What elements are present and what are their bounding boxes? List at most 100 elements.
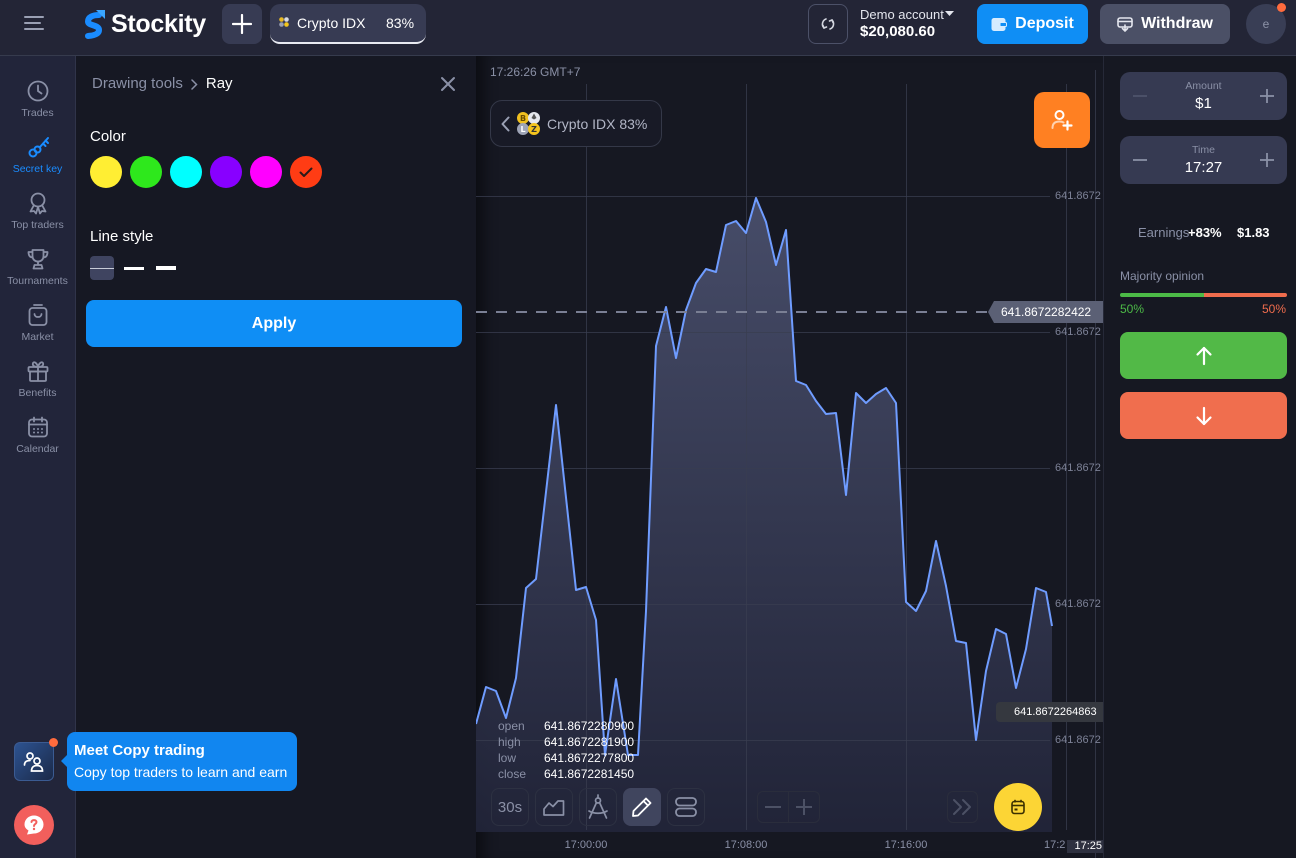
crypto-coins-icon: [279, 17, 289, 27]
crypto-coins-icon: BL Z: [517, 112, 540, 135]
amount-label: Amount: [1185, 80, 1222, 92]
double-chevron-right-icon: [952, 799, 971, 815]
deposit-button[interactable]: Deposit: [977, 4, 1088, 44]
time-value[interactable]: 17:27: [1184, 159, 1223, 176]
menu-button[interactable]: [24, 15, 44, 31]
chart-canvas[interactable]: [476, 56, 1103, 858]
copy-trading-tooltip[interactable]: Meet Copy trading Copy top traders to le…: [61, 732, 297, 791]
arrow-down-icon: [1195, 406, 1212, 425]
sidebar-item-label: Tournaments: [7, 275, 68, 287]
asset-name: Crypto IDX: [297, 15, 366, 31]
checkmark-icon: [299, 167, 313, 177]
sidebar-item-secret-key[interactable]: Secret key: [0, 135, 75, 185]
layout-button[interactable]: [667, 788, 705, 826]
award-icon: [29, 192, 46, 215]
price-line: [476, 197, 1053, 756]
avatar-initial: e: [1262, 17, 1270, 31]
apply-button[interactable]: Apply: [86, 300, 462, 347]
svg-text:Z: Z: [531, 125, 537, 134]
color-swatch-green[interactable]: [130, 156, 162, 188]
tooltip-title: Meet Copy trading: [74, 742, 205, 759]
color-swatch-red-selected[interactable]: [290, 156, 322, 188]
breadcrumb-drawing-tools[interactable]: Drawing tools: [92, 75, 183, 92]
earnings-label: Earnings: [1138, 225, 1190, 240]
ohlc-high-label: high: [498, 735, 521, 749]
color-swatch-magenta[interactable]: [250, 156, 282, 188]
buy-up-button[interactable]: [1120, 332, 1287, 379]
user-plus-icon: [1051, 110, 1073, 131]
add-asset-button[interactable]: [222, 4, 262, 44]
asset-payout: 83%: [386, 15, 415, 31]
zoom-out-button[interactable]: [758, 792, 789, 822]
time-decrease-button[interactable]: [1132, 150, 1148, 170]
copy-trading-button[interactable]: [14, 742, 54, 781]
majority-down-segment: [1203, 293, 1287, 297]
line-style-thick[interactable]: [156, 266, 176, 270]
price-tick: 641.8672: [1055, 734, 1101, 746]
sidebar-item-top-traders[interactable]: Top traders: [0, 191, 75, 241]
time-increase-button[interactable]: [1259, 150, 1275, 170]
close-panel-button[interactable]: [439, 75, 457, 93]
color-swatch-purple[interactable]: [210, 156, 242, 188]
plus-icon: [1260, 89, 1274, 103]
compass-icon: [588, 794, 608, 819]
trophy-icon: [27, 249, 48, 270]
majority-down-percent: 50%: [1261, 302, 1286, 316]
plus-icon: [1260, 153, 1274, 167]
chevron-left-icon: [501, 116, 510, 131]
zoom-in-button[interactable]: [789, 792, 819, 822]
drawing-tools-button[interactable]: [623, 788, 661, 826]
sidebar-item-label: Benefits: [18, 387, 57, 399]
invite-friend-button[interactable]: [1034, 92, 1090, 148]
sidebar-item-benefits[interactable]: Benefits: [0, 359, 75, 409]
sidebar-item-calendar[interactable]: Calendar: [0, 415, 75, 465]
brand-logo[interactable]: Stockity: [84, 8, 206, 40]
color-swatch-yellow[interactable]: [90, 156, 122, 188]
time-tick: 17:08:00: [724, 839, 768, 851]
sidebar-item-label: Market: [21, 331, 54, 343]
ray-price-tag[interactable]: 641.8672282422: [988, 301, 1103, 323]
indicators-button[interactable]: [579, 788, 617, 826]
svg-text:L: L: [520, 125, 525, 134]
caret-down-icon: [945, 11, 954, 16]
sidebar-item-label: Top traders: [11, 219, 64, 231]
majority-opinion-bar: [1120, 293, 1287, 297]
asset-tab-crypto-idx[interactable]: Crypto IDX 83%: [270, 4, 426, 44]
account-selector[interactable]: Demo account $20,080.60: [860, 6, 970, 42]
economic-calendar-button[interactable]: [994, 783, 1042, 831]
line-style-medium[interactable]: [124, 266, 144, 270]
color-swatch-cyan[interactable]: [170, 156, 202, 188]
sell-down-button[interactable]: [1120, 392, 1287, 439]
timeframe-button[interactable]: 30s: [491, 788, 529, 826]
brand-name: Stockity: [111, 10, 206, 38]
color-label: Color: [90, 128, 126, 145]
current-time-tag: 17:25: [1067, 840, 1103, 853]
amount-value[interactable]: $1: [1195, 95, 1212, 112]
price-tick: 641.8672: [1055, 598, 1101, 610]
earnings-value: $1.83: [1237, 225, 1270, 240]
server-clock: 17:26:26 GMT+7: [490, 65, 581, 79]
grid-lines: [476, 70, 1096, 858]
chart-type-button[interactable]: [535, 788, 573, 826]
amount-stepper[interactable]: Amount $1: [1120, 72, 1287, 120]
withdraw-icon: [1117, 16, 1133, 32]
chart-area-fill: [476, 198, 1052, 832]
amount-decrease-button[interactable]: [1132, 86, 1148, 106]
scroll-to-latest-button[interactable]: [947, 791, 978, 823]
amount-increase-button[interactable]: [1259, 86, 1275, 106]
withdraw-button[interactable]: Withdraw: [1100, 4, 1230, 44]
time-stepper[interactable]: Time 17:27: [1120, 136, 1287, 184]
earnings-percent: +83%: [1188, 225, 1222, 240]
switch-account-button[interactable]: [808, 4, 848, 44]
ohlc-close-label: close: [498, 767, 527, 781]
help-button[interactable]: [14, 805, 54, 845]
sidebar-item-trades[interactable]: Trades: [0, 79, 75, 129]
line-style-thin-selected[interactable]: [90, 256, 114, 280]
majority-up-segment: [1120, 293, 1204, 297]
key-icon: [28, 137, 49, 158]
sidebar-item-tournaments[interactable]: Tournaments: [0, 247, 75, 297]
layout-rows-icon: [675, 797, 697, 817]
sidebar-item-market[interactable]: Market: [0, 303, 75, 353]
